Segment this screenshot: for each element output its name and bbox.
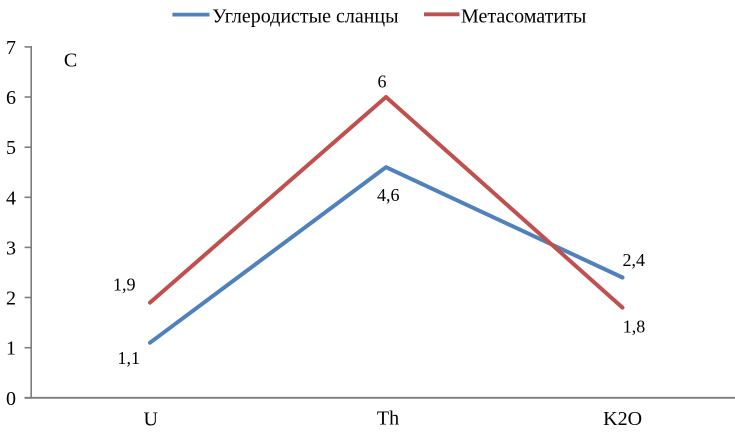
svg-text:Углеродистые сланцы: Углеродистые сланцы: [212, 6, 398, 28]
svg-text:1,8: 1,8: [623, 317, 646, 337]
svg-text:6: 6: [6, 87, 16, 109]
svg-text:K2O: K2O: [603, 408, 642, 430]
svg-text:Метасоматиты: Метасоматиты: [461, 5, 586, 27]
svg-text:2,4: 2,4: [623, 250, 646, 270]
svg-text:7: 7: [6, 37, 16, 59]
svg-text:2: 2: [6, 288, 16, 310]
svg-text:4,6: 4,6: [377, 185, 400, 205]
svg-text:3: 3: [6, 237, 16, 259]
svg-text:6: 6: [378, 71, 387, 91]
svg-text:1,1: 1,1: [118, 348, 141, 368]
svg-text:U: U: [143, 409, 158, 431]
svg-text:1,9: 1,9: [113, 275, 136, 295]
svg-text:1: 1: [6, 338, 16, 360]
svg-text:0: 0: [6, 388, 16, 410]
svg-text:Th: Th: [377, 408, 399, 430]
svg-text:5: 5: [6, 137, 16, 159]
svg-text:С: С: [64, 50, 77, 72]
svg-text:4: 4: [6, 187, 16, 209]
